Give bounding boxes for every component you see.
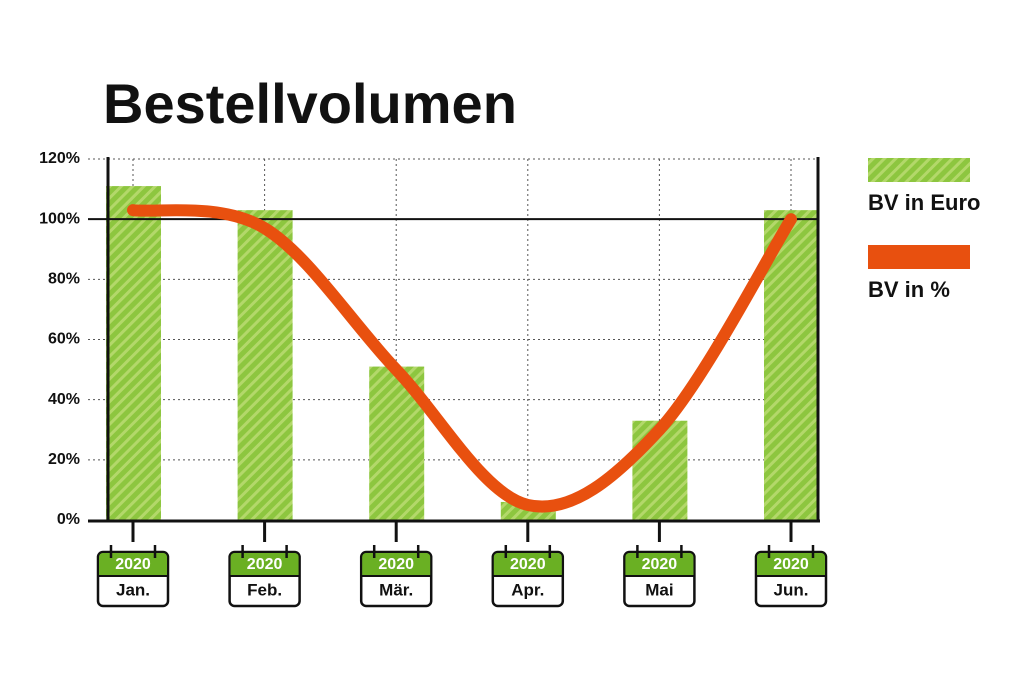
- line: [127, 204, 797, 513]
- y-tick-label: 120%: [39, 150, 80, 167]
- bar: [106, 186, 161, 520]
- chart-title: Bestellvolumen: [103, 72, 517, 135]
- y-tick-label: 60%: [48, 331, 80, 348]
- calendar-header: [625, 553, 694, 576]
- x-tick-label: Jun.: [774, 580, 809, 599]
- x-year-label: 2020: [378, 556, 414, 573]
- x-year-label: 2020: [773, 556, 809, 573]
- calendar-header: [493, 553, 562, 576]
- y-tick-label: 20%: [48, 451, 80, 468]
- calendar-header: [757, 553, 825, 576]
- calendar-header: [362, 553, 431, 576]
- bar: [237, 210, 293, 520]
- y-tick-label: 0%: [57, 511, 80, 528]
- legend-label: BV in Euro: [868, 190, 980, 215]
- x-year-label: 2020: [247, 556, 283, 573]
- x-tick-label: Mär.: [379, 580, 413, 599]
- calendar-header: [99, 553, 167, 576]
- x-tick-label: Mai: [645, 580, 673, 599]
- x-year-label: 2020: [642, 556, 678, 573]
- y-tick-label: 40%: [48, 391, 80, 408]
- x-year-label: 2020: [115, 556, 151, 573]
- x-tick-label: Apr.: [511, 580, 544, 599]
- legend-swatch: [868, 245, 970, 269]
- calendar-header: [230, 553, 299, 576]
- x-year-label: 2020: [510, 556, 546, 573]
- y-tick-label: 80%: [48, 271, 80, 288]
- legend-label: BV in %: [868, 277, 950, 302]
- x-tick-label: Jan.: [116, 580, 150, 599]
- x-tick-label: Feb.: [247, 580, 282, 599]
- y-tick-label: 100%: [39, 210, 80, 227]
- legend-swatch: [868, 158, 970, 182]
